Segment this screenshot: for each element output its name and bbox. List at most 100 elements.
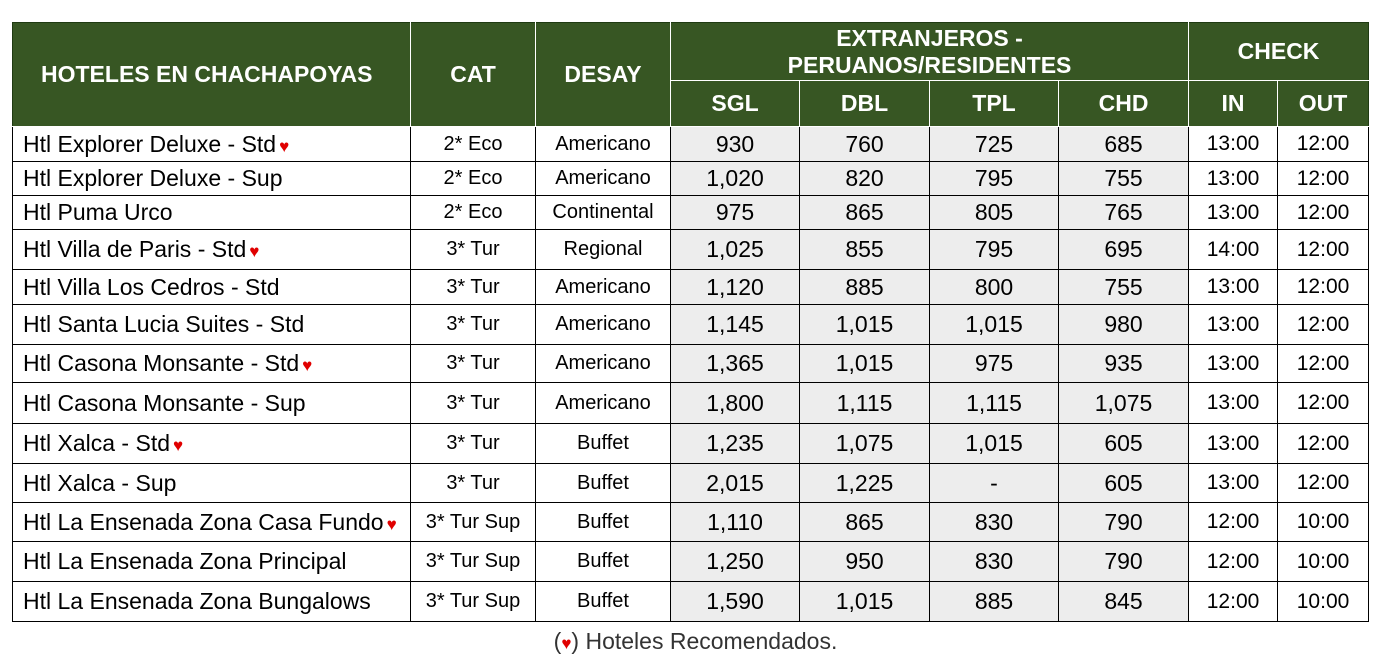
check-in-cell: 14:00 [1188,229,1279,270]
breakfast-cell: Americano [535,304,671,345]
breakfast-cell: Buffet [535,541,671,582]
hotel-name: Htl Santa Lucia Suites - Std [23,311,305,337]
header-rate-group-line2: PERUANOS/RESIDENTES [787,51,1072,78]
hotel-name-cell: Htl Xalca - Sup [12,463,411,503]
check-in-cell: 13:00 [1188,269,1279,305]
header-row-sub: SGL DBL TPL CHD IN OUT [13,80,1370,127]
header-rate-group-line1: EXTRANJEROS - [836,24,1023,51]
hotel-name: Htl Explorer Deluxe - Sup [23,165,283,191]
check-in-cell: 13:00 [1188,463,1279,503]
price-sgl-cell: 975 [670,195,800,230]
price-sgl-cell: 1,800 [670,382,800,424]
price-tpl-cell: 1,015 [929,423,1059,464]
price-tpl-cell: 1,115 [929,382,1059,424]
category-cell: 3* Tur Sup [410,541,536,582]
hotel-name-cell: Htl La Ensenada Zona Principal [12,541,411,582]
price-sgl-cell: 1,235 [670,423,800,464]
check-out-cell: 12:00 [1277,463,1370,503]
price-sgl-cell: 930 [670,126,800,162]
price-dbl-cell: 885 [799,269,930,305]
price-sgl-cell: 2,015 [670,463,800,503]
table-row: Htl Explorer Deluxe - Sup 2* Eco Americano… [12,161,1370,196]
category-cell: 2* Eco [410,161,536,196]
hotel-name-cell: Htl Explorer Deluxe - Sup [12,161,411,196]
header-chd: CHD [1057,80,1190,127]
header-in: IN [1188,80,1279,127]
table-row: Htl La Ensenada Zona Principal 3* Tur Sup… [12,541,1370,582]
price-dbl-cell: 950 [799,541,930,582]
price-chd-cell: 605 [1057,463,1190,503]
price-tpl-cell: 795 [929,161,1059,196]
price-chd-cell: 695 [1057,229,1190,270]
category-cell: 2* Eco [410,126,536,162]
table-row: Htl Casona Monsante - Std ♥ 3* Tur American… [12,344,1370,383]
table-row: Htl La Ensenada Zona Casa Fundo ♥ 3* Tur S… [12,502,1370,542]
price-sgl-cell: 1,365 [670,344,800,383]
header-out: OUT [1277,80,1370,127]
price-chd-cell: 935 [1057,344,1190,383]
breakfast-cell: Americano [535,269,671,305]
price-chd-cell: 755 [1057,161,1190,196]
table-row: Htl Villa Los Cedros - Std 3* Tur American… [12,269,1370,305]
footnote-text: ) Hoteles Recomendados. [571,628,838,654]
heart-icon: ♥ [249,242,260,261]
category-cell: 3* Tur [410,463,536,503]
header-desay: DESAY [535,22,671,127]
check-out-cell: 12:00 [1277,195,1370,230]
hotel-name: Htl La Ensenada Zona Casa Fundo [23,508,384,535]
hotel-name: Htl Casona Monsante - Sup [23,389,306,416]
hotel-name: Htl Villa Los Cedros - Std [23,273,280,300]
breakfast-cell: Americano [535,344,671,383]
price-tpl-cell: 800 [929,269,1059,305]
check-out-cell: 12:00 [1277,423,1370,464]
table-row: Htl Casona Monsante - Sup 3* Tur Americano… [12,382,1370,424]
breakfast-cell: Americano [535,382,671,424]
category-cell: 3* Tur [410,423,536,464]
hotel-name: Htl Explorer Deluxe - Std [23,130,277,157]
header-tpl: TPL [929,80,1059,127]
price-dbl-cell: 1,015 [799,581,930,622]
table-row: Htl Villa de Paris - Std ♥ 3* Tur Regional 1… [12,229,1370,270]
category-cell: 3* Tur [410,344,536,383]
header-dbl: DBL [799,80,930,127]
price-sgl-cell: 1,020 [670,161,800,196]
price-sgl-cell: 1,120 [670,269,800,305]
price-dbl-cell: 1,015 [799,344,930,383]
check-in-cell: 13:00 [1188,195,1279,230]
heart-icon: ♥ [561,634,572,653]
breakfast-cell: Buffet [535,423,671,464]
price-tpl-cell: 795 [929,229,1059,270]
table-row: Htl Xalca - Sup 3* Tur Buffet 2,015 1,225-60… [12,463,1370,503]
price-sgl-cell: 1,145 [670,304,800,345]
hotel-name-cell: Htl Casona Monsante - Std ♥ [12,344,411,383]
price-chd-cell: 765 [1057,195,1190,230]
table-row: Htl La Ensenada Zona Bungalows 3* Tur Sup… [12,581,1370,622]
table-row: Htl Puma Urco 2* Eco Continental 975 865 805 7… [12,195,1370,230]
price-dbl-cell: 820 [799,161,930,196]
header-cat: CAT [410,22,536,127]
hotel-name: Htl Xalca - Sup [23,469,177,496]
check-in-cell: 12:00 [1188,502,1279,542]
hotel-name: Htl La Ensenada Zona Principal [23,548,347,574]
check-out-cell: 12:00 [1277,344,1370,383]
hotel-name: Htl Xalca - Std [23,430,170,456]
check-out-cell: 12:00 [1277,229,1370,270]
price-dbl-cell: 865 [799,502,930,542]
hotel-name: Htl Casona Monsante - Std [23,350,300,376]
check-out-cell: 10:00 [1277,581,1370,622]
heart-icon: ♥ [386,514,397,534]
category-cell: 3* Tur Sup [410,581,536,622]
header-check: CHECK [1188,22,1370,81]
hotel-name-cell: Htl Villa Los Cedros - Std [12,269,411,305]
price-dbl-cell: 1,115 [799,382,930,424]
price-tpl-cell: 725 [929,126,1059,162]
price-sgl-cell: 1,250 [670,541,800,582]
hotel-name-cell: Htl Villa de Paris - Std ♥ [12,229,411,270]
price-chd-cell: 1,075 [1057,382,1190,424]
price-chd-cell: 790 [1057,502,1190,542]
price-tpl-cell: 975 [929,344,1059,383]
price-tpl-cell: 830 [929,502,1059,542]
heart-icon: ♥ [279,136,290,156]
hotel-name-cell: Htl La Ensenada Zona Bungalows [12,581,411,622]
breakfast-cell: Buffet [535,581,671,622]
